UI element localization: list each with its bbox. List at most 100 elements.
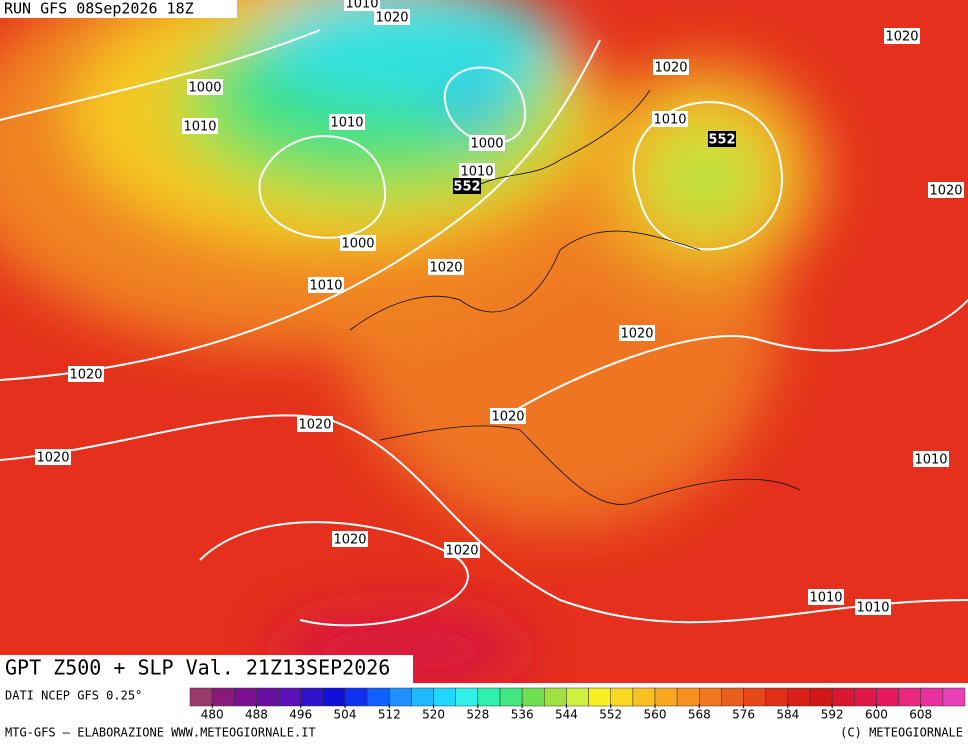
contour-label-box (708, 131, 736, 147)
contour-label: 1010 (809, 591, 842, 606)
colorbar-cell (322, 687, 346, 707)
colorbar-tick-label: 568 (688, 708, 711, 722)
contour-label: 1020 (69, 368, 102, 383)
colorbar-cell (787, 687, 811, 707)
copyright-label: (C) METEOGIORNALE (840, 726, 963, 740)
colorbar-tick-label: 560 (644, 708, 667, 722)
colorbar-cell (676, 687, 700, 707)
colorbar-cell (499, 687, 523, 707)
contour-label: 552 (453, 180, 480, 195)
colorbar-cell (610, 687, 634, 707)
contour-label: 1010 (330, 116, 363, 131)
contour-label: 1000 (188, 81, 221, 96)
colorbar-cell (743, 687, 766, 707)
colorbar-cell (477, 687, 501, 707)
contour-label-box (344, 0, 380, 11)
colorbar-tick-label: 552 (599, 708, 622, 722)
contour-label: 1000 (470, 137, 503, 152)
colorbar-cell (433, 687, 456, 707)
colorbar-tick-label: 488 (245, 708, 268, 722)
height-field (0, 0, 825, 690)
contour-label: 1010 (183, 120, 216, 135)
run-label: RUN GFS 08Sep2026 18Z (4, 0, 194, 18)
colorbar-tick-label: 512 (378, 708, 401, 722)
colorbar-cell (566, 687, 589, 707)
colorbar-tick-label: 600 (865, 708, 888, 722)
colorbar-cell (831, 687, 855, 707)
contour-label-box (884, 28, 920, 44)
contour-label: 1020 (929, 184, 962, 199)
contour-label-box (652, 111, 688, 127)
contour-label-box (913, 451, 949, 467)
colorbar-tick-label: 536 (511, 708, 534, 722)
contour-label-box (490, 408, 526, 424)
colorbar-cell (765, 687, 789, 707)
colorbar-cell (876, 687, 899, 707)
contour-label-box (35, 449, 71, 465)
contour-label-box (340, 235, 376, 251)
colorbar-tick-label: 496 (289, 708, 312, 722)
header-box (0, 0, 237, 18)
contour-label: 1000 (341, 237, 374, 252)
contour-label-box (68, 366, 104, 382)
contour-label-box (182, 118, 218, 134)
contour-label: 1020 (298, 418, 331, 433)
contour-label-box (332, 531, 368, 547)
colorbar-cell (366, 687, 390, 707)
colorbar-cell (300, 687, 324, 707)
contour-label-box (297, 416, 333, 432)
colorbar-cell (411, 687, 434, 707)
colorbar-tick-label: 584 (776, 708, 799, 722)
contour-label: 1010 (653, 113, 686, 128)
contour-label-box (187, 79, 223, 95)
colorbar-tick-label: 528 (466, 708, 489, 722)
colorbar-cell (920, 687, 944, 707)
contour-label: 1020 (654, 61, 687, 76)
contour-label-box (308, 277, 344, 293)
colorbar-cell (189, 687, 213, 707)
title-box (0, 655, 413, 683)
contour-label-box (469, 135, 505, 151)
contour-label: 1020 (333, 533, 366, 548)
colorbar-cell (699, 687, 722, 707)
colorbar-tick-label: 576 (732, 708, 755, 722)
colorbar-tick-label: 592 (821, 708, 844, 722)
contour-label-box (374, 9, 410, 25)
contour-label: 1020 (620, 327, 653, 342)
colorbar-tick-label: 544 (555, 708, 578, 722)
contour-label: 1020 (36, 451, 69, 466)
contour-label: 1010 (345, 0, 378, 12)
colorbar-tick-label: 480 (201, 708, 224, 722)
contour-label: 1010 (914, 453, 947, 468)
colorbar-cell (854, 687, 877, 707)
contour-label-box (928, 182, 964, 198)
colorbar-cell (809, 687, 833, 707)
colorbar-cell (256, 687, 279, 707)
contour-label: 1020 (491, 410, 524, 425)
colorbar-cell (344, 687, 368, 707)
colorbar-tick-label: 520 (422, 708, 445, 722)
colorbar-cell (942, 687, 966, 707)
colorbar-tick-label: 608 (909, 708, 932, 722)
contour-label: 1020 (429, 261, 462, 276)
contour-label-box (444, 542, 480, 558)
credit-label: MTG-GFS – ELABORAZIONE WWW.METEOGIORNALE… (5, 726, 316, 740)
colorbar-cell (521, 687, 545, 707)
colorbar-cell (654, 687, 678, 707)
contour-label: 1010 (309, 279, 342, 294)
colorbar-cell (278, 687, 301, 707)
colorbar-cell (898, 687, 921, 707)
contour-label: 1010 (460, 165, 493, 180)
coastlines (349, 89, 801, 505)
colorbar-cell (721, 687, 744, 707)
contour-label: 1010 (856, 601, 889, 616)
colorbar-cell (632, 687, 656, 707)
contour-label-box (855, 599, 891, 615)
contour-label-box (808, 589, 844, 605)
contour-label: 1020 (445, 544, 478, 559)
source-label: DATI NCEP GFS 0.25° (5, 689, 142, 703)
colorbar-cell (211, 687, 235, 707)
contour-label: 1020 (885, 30, 918, 45)
